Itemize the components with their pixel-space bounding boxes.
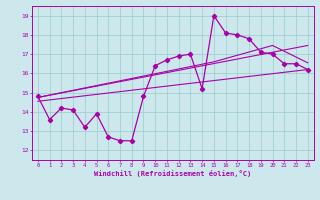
X-axis label: Windchill (Refroidissement éolien,°C): Windchill (Refroidissement éolien,°C) xyxy=(94,170,252,177)
